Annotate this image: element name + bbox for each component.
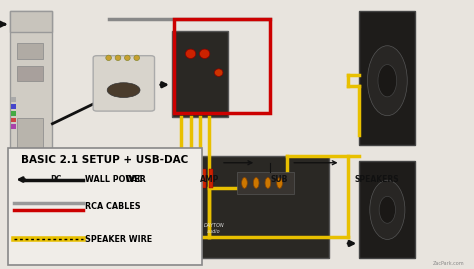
Text: SUB: SUB — [270, 175, 288, 184]
Text: ZacPark.com: ZacPark.com — [433, 261, 465, 266]
Ellipse shape — [125, 55, 130, 61]
Text: SPEAKERS: SPEAKERS — [355, 175, 399, 184]
Bar — [8, 148, 202, 265]
Bar — [11, 118, 16, 122]
Ellipse shape — [200, 49, 210, 59]
Text: AMP: AMP — [200, 175, 219, 184]
Ellipse shape — [107, 83, 140, 97]
Ellipse shape — [215, 69, 223, 76]
Ellipse shape — [265, 178, 271, 188]
Bar — [11, 111, 16, 116]
Ellipse shape — [277, 178, 283, 188]
Bar — [174, 19, 270, 113]
Bar — [17, 43, 43, 59]
Text: BASIC 2.1 SETUP + USB-DAC: BASIC 2.1 SETUP + USB-DAC — [21, 155, 189, 165]
Text: PC: PC — [50, 175, 62, 184]
Bar — [237, 172, 294, 194]
Ellipse shape — [378, 65, 397, 97]
Ellipse shape — [254, 178, 259, 188]
Bar — [359, 161, 415, 258]
Text: DAYTON
audio: DAYTON audio — [204, 223, 224, 234]
Ellipse shape — [115, 55, 121, 61]
Bar — [11, 97, 16, 102]
Text: RCA CABLES: RCA CABLES — [85, 202, 141, 211]
Ellipse shape — [242, 178, 247, 188]
Bar — [359, 11, 415, 145]
Text: WALL POWER: WALL POWER — [85, 175, 146, 184]
Ellipse shape — [367, 46, 407, 116]
Ellipse shape — [379, 196, 395, 223]
Bar — [188, 169, 192, 188]
Bar — [172, 31, 228, 117]
Bar — [179, 156, 329, 258]
Bar — [11, 124, 16, 129]
Bar — [195, 169, 199, 188]
Bar — [210, 169, 213, 188]
Bar — [202, 169, 206, 188]
Text: SPEAKER WIRE: SPEAKER WIRE — [85, 235, 152, 244]
Bar — [10, 11, 53, 156]
Ellipse shape — [106, 55, 111, 61]
Ellipse shape — [185, 49, 196, 59]
Ellipse shape — [370, 180, 405, 239]
Bar — [11, 104, 16, 109]
Bar — [17, 118, 43, 151]
Text: DAC: DAC — [125, 175, 143, 184]
Bar — [17, 66, 43, 81]
FancyBboxPatch shape — [93, 56, 155, 111]
Ellipse shape — [134, 55, 139, 61]
Bar — [10, 11, 53, 32]
